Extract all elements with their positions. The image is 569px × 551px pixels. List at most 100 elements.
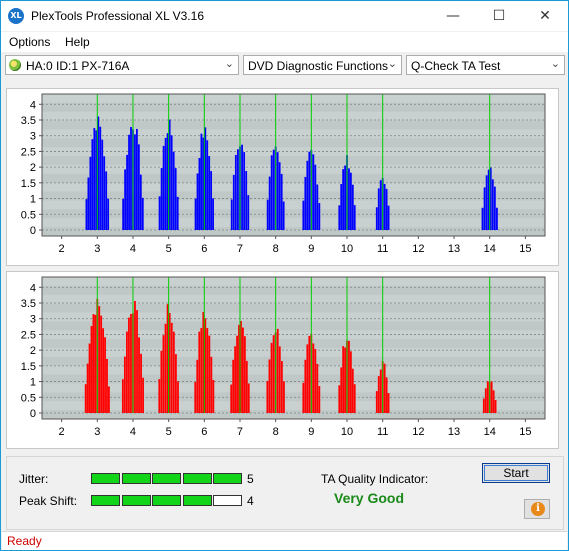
land-bar [101,139,104,230]
land-bar [128,134,130,230]
pit-bar [314,348,317,413]
drive-select[interactable]: HA:0 ID:1 PX-716A ⌄ [5,55,239,75]
info-icon: i [531,502,545,516]
land-bar [139,174,142,230]
pit-y-tick-label: 3 [30,314,36,326]
maximize-icon[interactable]: ☐ [492,8,506,24]
info-button[interactable]: i [524,499,550,519]
test-select[interactable]: Q-Check TA Test ⌄ [406,55,565,75]
pit-bar [234,346,237,413]
pit-y-tick-label: 0 [30,408,36,420]
peak-shift-meter-segment [121,495,151,506]
land-bar [232,174,235,230]
results-panel: Jitter: 5 Peak Shift: 4 TA Quality Indic… [6,456,564,530]
pit-bar [238,324,240,413]
pit-bar [353,384,356,413]
pit-bar [121,379,124,413]
land-x-tick-label: 4 [130,243,136,255]
pit-bar [383,363,386,413]
status-text: Ready [7,534,42,548]
land-bar [91,139,94,230]
land-bar [270,155,273,230]
land-bar [493,186,496,230]
land-band [42,218,545,228]
pit-bar [302,382,305,413]
land-bar [241,144,243,230]
pit-bar [177,381,179,413]
land-y-tick-label: 2.5 [21,146,36,158]
pit-bar [490,381,493,413]
land-bar [344,165,346,230]
pit-bar [482,398,485,413]
land-bar [202,137,205,230]
pit-bar [385,377,388,413]
pit-bar [108,386,110,413]
function-select[interactable]: DVD Diagnostic Functions ⌄ [243,55,402,75]
land-bar [210,171,213,230]
pit-bar [342,346,345,413]
land-x-tick-label: 9 [308,243,314,255]
close-icon[interactable]: ✕ [539,8,551,24]
pit-y-tick-label: 2.5 [21,329,36,341]
land-x-tick-label: 13 [448,243,460,255]
land-y-tick-label: 3.5 [21,115,36,127]
pit-bar [379,369,382,413]
land-band [42,94,545,103]
pit-bar [283,381,285,413]
land-bar [496,207,498,230]
land-bar [134,134,136,230]
land-bar [95,130,98,230]
pit-bar [130,313,132,413]
land-bar [491,179,494,230]
land-bar [234,154,237,230]
land-bar [338,205,341,230]
pit-bar [175,354,177,413]
pit-bar [126,331,128,413]
land-bar [200,133,203,230]
land-bar [312,154,315,230]
menu-options[interactable]: Options [9,35,51,49]
pit-bar [204,318,207,413]
pit-bar [312,343,315,413]
pit-bar [202,311,205,413]
land-band [42,147,545,157]
pit-bar [196,359,199,413]
land-bar [164,137,167,230]
land-bar [105,171,108,230]
window-title: PlexTools Professional XL V3.16 [31,9,204,23]
peak-shift-meter-segment [91,495,120,506]
pit-bar [232,359,235,413]
peak-shift-meter-segment [213,495,242,506]
start-button[interactable]: Start [482,463,550,483]
pit-bar [104,337,106,413]
land-bar [272,149,275,230]
pit-bar [206,328,209,413]
pit-x-tick-label: 14 [484,426,496,438]
jitter-value: 5 [247,472,254,486]
land-bar [158,196,161,230]
land-bar [481,207,484,230]
minimize-icon[interactable]: — [446,8,460,24]
pit-band [42,312,545,322]
title-bar[interactable]: XL PlexTools Professional XL V3.16 — ☐ ✕ [1,1,568,31]
land-bar [385,188,388,230]
pit-bar [278,346,281,413]
land-bar [176,196,179,230]
menu-help[interactable]: Help [65,35,90,49]
pit-bar [243,336,246,413]
land-bar [130,127,132,230]
test-select-value: Q-Check TA Test [411,59,501,73]
jitter-meter-segment [213,473,242,484]
pit-bar [351,368,354,413]
pit-band [42,383,545,393]
land-bar [280,173,283,230]
pit-bar [136,310,138,413]
pit-bar [198,331,201,413]
land-bar [316,184,319,230]
disc-drive-icon [9,59,21,71]
pit-bar [494,400,497,413]
pit-bar [142,377,144,413]
pit-bar [94,314,97,413]
land-bar [377,188,380,230]
land-bar [375,207,378,230]
